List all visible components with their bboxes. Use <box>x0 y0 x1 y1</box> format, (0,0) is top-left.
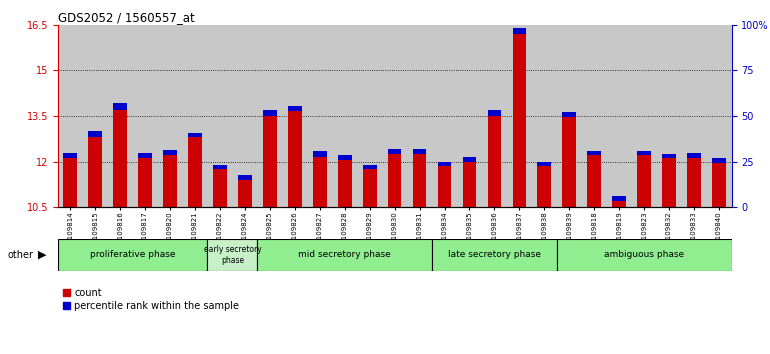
Bar <box>338 160 352 207</box>
Bar <box>139 159 152 207</box>
Bar <box>188 133 202 137</box>
Bar <box>388 154 401 207</box>
Bar <box>513 28 526 34</box>
Bar <box>207 239 257 271</box>
Bar <box>113 103 127 110</box>
Bar <box>58 239 207 271</box>
Bar <box>662 159 676 207</box>
Bar <box>588 151 601 155</box>
Bar <box>487 116 501 207</box>
Bar <box>238 175 252 180</box>
Bar <box>432 239 557 271</box>
Bar <box>213 169 227 207</box>
Bar <box>437 161 451 166</box>
Text: other: other <box>8 250 34 260</box>
Bar <box>513 34 526 207</box>
Bar <box>612 201 626 207</box>
Bar <box>612 196 626 201</box>
Bar <box>313 152 326 157</box>
Bar <box>139 153 152 159</box>
Text: early secretory
phase: early secretory phase <box>203 245 261 264</box>
Bar <box>63 159 77 207</box>
Bar <box>113 110 127 207</box>
Bar <box>163 155 177 207</box>
Bar <box>712 159 726 163</box>
Bar <box>687 153 701 159</box>
Bar <box>363 169 377 207</box>
Text: mid secretory phase: mid secretory phase <box>298 250 391 259</box>
Bar <box>288 112 302 207</box>
Bar <box>537 166 551 207</box>
Legend: count, percentile rank within the sample: count, percentile rank within the sample <box>62 288 239 311</box>
Text: GDS2052 / 1560557_at: GDS2052 / 1560557_at <box>58 11 195 24</box>
Bar <box>163 150 177 155</box>
Bar <box>588 155 601 207</box>
Bar <box>238 180 252 207</box>
Bar <box>638 155 651 207</box>
Bar <box>363 165 377 169</box>
Bar <box>413 154 427 207</box>
Bar <box>89 131 102 137</box>
Text: proliferative phase: proliferative phase <box>90 250 176 259</box>
Bar <box>213 165 227 169</box>
Bar <box>313 157 326 207</box>
Bar <box>712 163 726 207</box>
Bar <box>638 151 651 155</box>
Bar <box>413 149 427 154</box>
Bar <box>437 166 451 207</box>
Bar <box>263 110 276 116</box>
Text: ▶: ▶ <box>38 250 47 260</box>
Bar <box>338 155 352 160</box>
Bar <box>89 137 102 207</box>
Bar <box>557 239 732 271</box>
Bar <box>188 137 202 207</box>
Bar <box>687 159 701 207</box>
Bar <box>662 154 676 159</box>
Bar <box>562 118 576 207</box>
Bar <box>388 149 401 154</box>
Bar <box>537 161 551 166</box>
Bar <box>263 116 276 207</box>
Text: late secretory phase: late secretory phase <box>448 250 541 259</box>
Bar <box>63 153 77 159</box>
Bar <box>288 106 302 112</box>
Text: ambiguous phase: ambiguous phase <box>604 250 685 259</box>
Bar <box>487 110 501 116</box>
Bar <box>257 239 432 271</box>
Bar <box>562 112 576 118</box>
Bar <box>463 161 477 207</box>
Bar <box>463 157 477 161</box>
